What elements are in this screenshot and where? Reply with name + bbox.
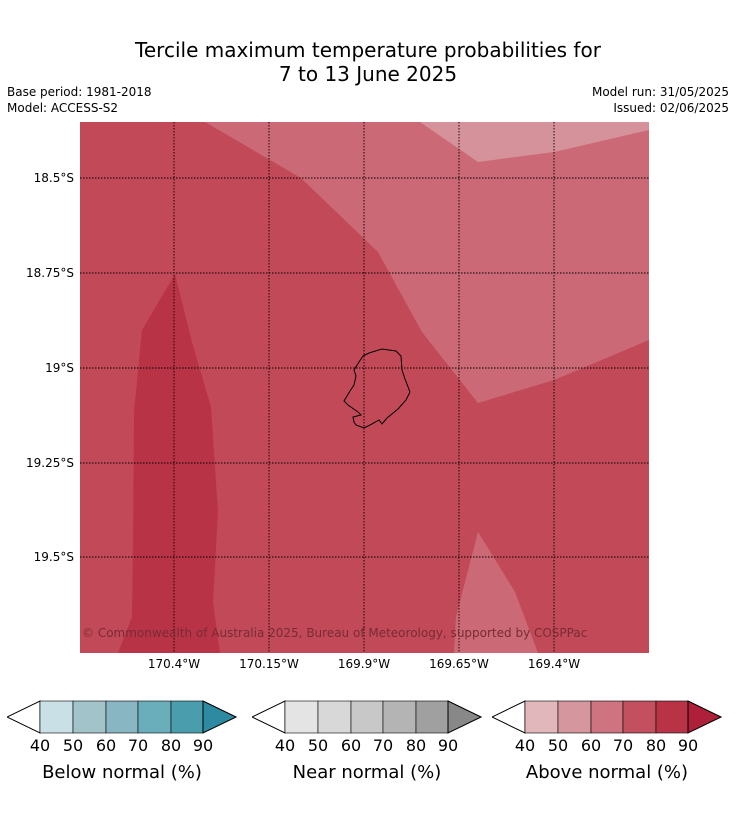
y-label-18-5: 18.5°S bbox=[33, 171, 74, 185]
tick: 70 bbox=[372, 736, 394, 755]
colorbar-near-normal-label: Near normal (%) bbox=[292, 762, 442, 783]
colorbar-near-normal-bar bbox=[250, 700, 483, 734]
colorbar-below-normal: 40 50 60 70 80 90 Below normal (%) bbox=[5, 700, 238, 783]
tick: 60 bbox=[580, 736, 602, 755]
colorbar-swatch bbox=[415, 700, 449, 734]
colorbar-swatch bbox=[687, 700, 723, 734]
tick: 90 bbox=[437, 736, 459, 755]
title-line-2: 7 to 13 June 2025 bbox=[278, 62, 458, 86]
colorbar-swatch bbox=[72, 700, 107, 734]
issued-date: Issued: 02/06/2025 bbox=[613, 101, 729, 115]
colorbar-swatch bbox=[39, 700, 74, 734]
gridlines bbox=[80, 122, 649, 653]
colorbar-above-normal-label: Above normal (%) bbox=[525, 762, 689, 783]
tick: 50 bbox=[547, 736, 569, 755]
colorbar-below-normal-ticks: 40 50 60 70 80 90 bbox=[7, 736, 237, 756]
colorbar-below-normal-label: Below normal (%) bbox=[42, 762, 202, 783]
niue-coastline bbox=[343, 348, 411, 429]
y-label-19-25: 19.25°S bbox=[26, 456, 74, 470]
y-label-18-75: 18.75°S bbox=[26, 266, 74, 280]
map-panel[interactable] bbox=[80, 122, 649, 653]
tick: 40 bbox=[274, 736, 296, 755]
model-name: Model: ACCESS-S2 bbox=[7, 101, 119, 115]
colorbar-swatch bbox=[105, 700, 139, 734]
colorbar-swatch bbox=[590, 700, 624, 734]
tick: 80 bbox=[160, 736, 182, 755]
region-above-50-60 bbox=[420, 122, 649, 162]
colorbar-swatch bbox=[447, 700, 483, 734]
map-svg bbox=[80, 122, 649, 653]
colorbar-swatch bbox=[202, 700, 238, 734]
colorbar-near-normal-ticks: 40 50 60 70 80 90 bbox=[252, 736, 482, 756]
tick: 40 bbox=[29, 736, 51, 755]
colorbar-swatch bbox=[170, 700, 204, 734]
meta-left: Base period: 1981-2018 Model: ACCESS-S2 bbox=[7, 84, 152, 116]
tick: 70 bbox=[612, 736, 634, 755]
base-period: Base period: 1981-2018 bbox=[7, 85, 152, 99]
x-label-169-9: 169.9°W bbox=[337, 657, 391, 671]
tick: 50 bbox=[307, 736, 329, 755]
colorbar-swatch bbox=[350, 700, 384, 734]
colorbar-swatch bbox=[622, 700, 657, 734]
colorbar-above-normal: 40 50 60 70 80 90 Above normal (%) bbox=[490, 700, 723, 783]
chart-title: Tercile maximum temperature probabilitie… bbox=[0, 38, 736, 86]
colorbar-swatch bbox=[284, 700, 319, 734]
x-label-169-4: 169.4°W bbox=[527, 657, 581, 671]
tick: 80 bbox=[405, 736, 427, 755]
region-above-60-70-south bbox=[454, 532, 538, 653]
region-above-60-70-northeast bbox=[205, 122, 649, 403]
title-line-1: Tercile maximum temperature probabilitie… bbox=[135, 38, 601, 62]
colorbar-swatch bbox=[137, 700, 172, 734]
tick: 90 bbox=[192, 736, 214, 755]
tick: 60 bbox=[340, 736, 362, 755]
model-run: Model run: 31/05/2025 bbox=[591, 85, 729, 99]
meta-right: Model run: 31/05/2025 Issued: 02/06/2025 bbox=[592, 84, 729, 116]
colorbar-above-normal-ticks: 40 50 60 70 80 90 bbox=[492, 736, 722, 756]
x-label-169-65: 169.65°W bbox=[429, 657, 489, 671]
colorbar-swatch bbox=[317, 700, 352, 734]
x-label-170-4: 170.4°W bbox=[147, 657, 201, 671]
colorbar-below-normal-bar bbox=[5, 700, 238, 734]
colorbar-above-normal-bar bbox=[490, 700, 723, 734]
tick: 50 bbox=[62, 736, 84, 755]
copyright-notice: © Commonwealth of Australia 2025, Bureau… bbox=[82, 626, 588, 640]
colorbar-swatch bbox=[655, 700, 689, 734]
y-label-19: 19°S bbox=[45, 361, 74, 375]
tick: 60 bbox=[95, 736, 117, 755]
tick: 80 bbox=[645, 736, 667, 755]
tick: 70 bbox=[127, 736, 149, 755]
colorbar-swatch bbox=[557, 700, 592, 734]
region-above-80-90 bbox=[118, 274, 220, 653]
colorbar-near-normal: 40 50 60 70 80 90 Near normal (%) bbox=[250, 700, 483, 783]
y-label-19-5: 19.5°S bbox=[33, 550, 74, 564]
colorbar-swatch bbox=[524, 700, 559, 734]
tick: 40 bbox=[514, 736, 536, 755]
tick: 90 bbox=[677, 736, 699, 755]
x-label-170-15: 170.15°W bbox=[239, 657, 299, 671]
colorbar-swatch bbox=[382, 700, 417, 734]
